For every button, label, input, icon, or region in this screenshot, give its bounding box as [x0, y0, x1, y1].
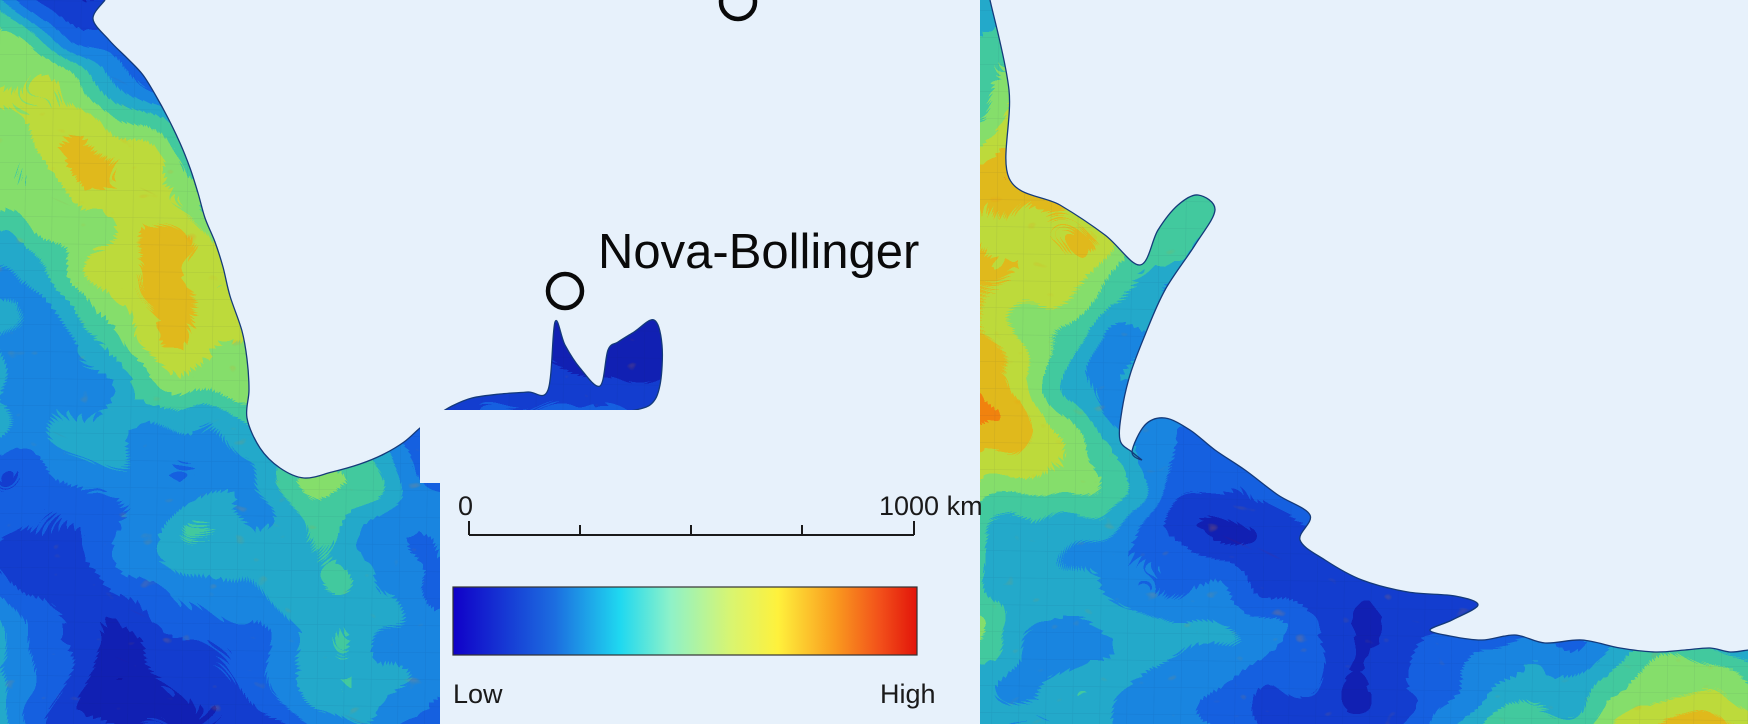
svg-text:Low: Low [453, 679, 503, 709]
svg-text:Nova-Bollinger: Nova-Bollinger [598, 225, 919, 279]
svg-text:High: High [880, 679, 936, 709]
svg-text:1000 km: 1000 km [879, 491, 983, 521]
svg-text:0: 0 [458, 491, 473, 521]
